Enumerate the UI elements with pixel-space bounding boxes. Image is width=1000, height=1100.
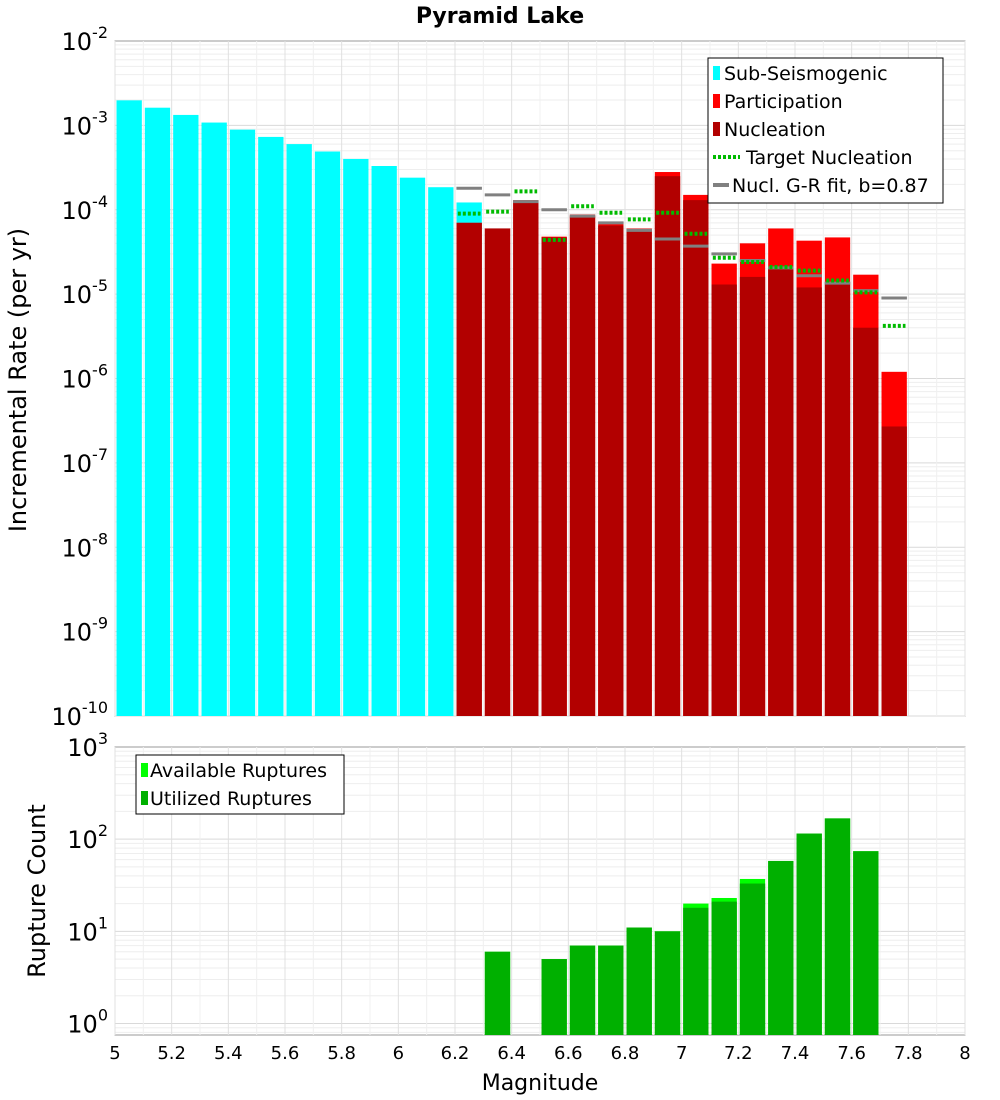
x-tick-label: 6.4 xyxy=(497,1043,526,1064)
bar-sub-seismogenic xyxy=(371,166,397,717)
x-tick-label: 6.8 xyxy=(611,1043,640,1064)
x-tick-label: 6.2 xyxy=(441,1043,470,1064)
x-axis-label: Magnitude xyxy=(482,1071,599,1096)
top-y-tick-label: 10-10 xyxy=(51,698,108,731)
bar-sub-seismogenic xyxy=(314,151,341,716)
bar-nucleation xyxy=(456,222,482,716)
top-lines xyxy=(456,186,907,328)
bottom-y-tick-label: 100 xyxy=(67,1005,108,1038)
x-tick-labels: 5 5.2 5.4 5.6 5.8 6 6.2 6.4 6.6 6.8 7 7.2 7.4 7.6 7.8 8 xyxy=(109,1043,970,1064)
top-legend-box xyxy=(707,57,944,204)
top-y-tick-label: 10-8 xyxy=(62,529,109,562)
x-tick-label: 5.8 xyxy=(327,1043,356,1064)
bar-nucleation xyxy=(654,176,681,716)
bar-nucleation xyxy=(824,281,851,716)
legend-label-nucleation: Nucleation xyxy=(724,119,826,141)
top-y-tick-labels: 10-10 10-9 10-8 10-7 10-6 10-5 10-4 10-3 10-2 xyxy=(51,23,108,731)
bottom-y-tick-label: 101 xyxy=(67,913,108,946)
x-tick-label: 7.4 xyxy=(781,1043,810,1064)
chart-title: Pyramid Lake xyxy=(416,4,584,29)
bar-nucleation xyxy=(853,327,879,716)
legend-swatch-sub-seismogenic xyxy=(713,66,720,80)
x-tick-label: 6 xyxy=(393,1043,404,1064)
x-tick-label: 7.2 xyxy=(724,1043,753,1064)
bar-utilized-ruptures xyxy=(654,931,681,1035)
bar-sub-seismogenic xyxy=(343,158,369,717)
legend-swatch-participation xyxy=(713,94,720,108)
bar-utilized-ruptures xyxy=(739,883,766,1035)
bar-utilized-ruptures xyxy=(484,951,511,1035)
top-y-tick-label: 10-2 xyxy=(62,23,109,56)
bar-utilized-ruptures xyxy=(768,860,794,1035)
bar-nucleation xyxy=(711,284,737,716)
x-tick-label: 8 xyxy=(959,1043,970,1064)
bar-sub-seismogenic xyxy=(428,187,454,716)
bar-utilized-ruptures xyxy=(598,945,624,1035)
legend-label-target-nucleation: Target Nucleation xyxy=(745,147,913,169)
legend-label-gr-fit: Nucl. G-R fit, b=0.87 xyxy=(732,175,929,197)
x-tick-label: 5.6 xyxy=(271,1043,300,1064)
bar-sub-seismogenic xyxy=(286,144,312,716)
bar-nucleation xyxy=(768,268,794,716)
bar-utilized-ruptures xyxy=(853,851,879,1035)
bar-nucleation xyxy=(626,230,652,716)
top-bars xyxy=(116,100,907,717)
legend-label-sub-seismogenic: Sub-Seismogenic xyxy=(724,63,888,85)
bar-nucleation xyxy=(683,200,709,716)
top-legend: Sub-Seismogenic Participation Nucleation… xyxy=(707,57,944,204)
bar-nucleation xyxy=(484,228,511,716)
bar-utilized-ruptures xyxy=(711,901,737,1035)
top-y-tick-label: 10-9 xyxy=(62,614,109,647)
bar-nucleation xyxy=(881,426,907,716)
bottom-grid xyxy=(114,747,966,1035)
bar-nucleation xyxy=(513,201,539,716)
bar-utilized-ruptures xyxy=(796,833,822,1035)
top-y-tick-label: 10-7 xyxy=(62,445,109,478)
legend-swatch-nucleation xyxy=(713,122,720,136)
bar-utilized-ruptures xyxy=(541,959,567,1035)
bottom-legend: Available Ruptures Utilized Ruptures xyxy=(135,754,345,815)
x-tick-label: 5 xyxy=(109,1043,120,1064)
legend-label-utilized-ruptures: Utilized Ruptures xyxy=(150,788,312,810)
bottom-y-tick-label: 103 xyxy=(67,729,108,762)
bar-sub-seismogenic xyxy=(116,100,142,716)
legend-label-participation: Participation xyxy=(724,91,843,113)
bar-sub-seismogenic xyxy=(144,107,171,717)
bar-sub-seismogenic xyxy=(201,122,227,716)
bar-utilized-ruptures xyxy=(569,945,596,1035)
bar-sub-seismogenic xyxy=(173,114,199,716)
top-y-tick-label: 10-4 xyxy=(62,192,109,225)
bar-nucleation xyxy=(739,276,766,716)
top-y-tick-label: 10-6 xyxy=(62,361,109,394)
bottom-bars xyxy=(484,818,879,1035)
bar-nucleation xyxy=(541,237,567,716)
x-tick-label: 5.4 xyxy=(214,1043,243,1064)
bottom-legend-box xyxy=(135,754,345,815)
bottom-y-tick-label: 102 xyxy=(67,821,108,854)
x-tick-label: 6.6 xyxy=(554,1043,583,1064)
bar-sub-seismogenic xyxy=(399,177,426,716)
top-y-tick-label: 10-5 xyxy=(62,276,109,309)
top-y-axis-label: Incremental Rate (per yr) xyxy=(4,228,32,532)
bar-nucleation xyxy=(569,216,596,717)
bar-sub-seismogenic xyxy=(229,129,256,717)
legend-swatch-available-ruptures xyxy=(141,763,148,777)
bar-utilized-ruptures xyxy=(824,818,851,1035)
x-tick-label: 5.2 xyxy=(157,1043,186,1064)
bottom-y-axis-label: Rupture Count xyxy=(23,804,51,978)
x-tick-label: 7.6 xyxy=(837,1043,866,1064)
x-tick-label: 7.8 xyxy=(894,1043,923,1064)
legend-swatch-utilized-ruptures xyxy=(141,791,148,805)
bar-sub-seismogenic xyxy=(258,136,284,717)
x-tick-label: 7 xyxy=(676,1043,687,1064)
bar-utilized-ruptures xyxy=(626,927,652,1035)
legend-label-available-ruptures: Available Ruptures xyxy=(150,760,327,782)
bottom-y-tick-labels: 100 101 102 103 xyxy=(67,729,108,1038)
bar-nucleation xyxy=(598,225,624,716)
bar-nucleation xyxy=(796,287,822,716)
top-y-tick-label: 10-3 xyxy=(62,107,109,140)
bar-utilized-ruptures xyxy=(683,907,709,1035)
